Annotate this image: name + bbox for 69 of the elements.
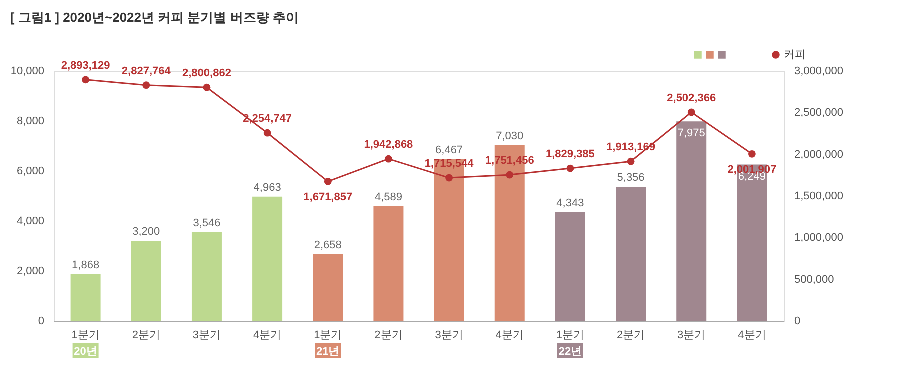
- y-tick-label: 4,000: [16, 216, 44, 228]
- bar: [313, 254, 344, 321]
- data-label: 6,467: [436, 144, 464, 156]
- y2-tick-label: 500,000: [794, 274, 834, 286]
- data-label: 2,658: [314, 240, 342, 252]
- y-tick-label: 2,000: [16, 266, 44, 278]
- text: 22년: [558, 346, 582, 358]
- data-label: 1,829,385: [546, 148, 595, 161]
- data-label: 2,800,862: [182, 68, 232, 80]
- y2-tick-label: 0: [794, 316, 801, 328]
- x-tick-label: 4분기: [496, 330, 524, 342]
- x-tick-label: 2분기: [374, 330, 403, 342]
- data-label: 1,868: [72, 259, 100, 272]
- x-tick-label: 4분기: [253, 330, 282, 342]
- point: [82, 76, 90, 84]
- point: [627, 158, 635, 166]
- data-label: 1,671,857: [304, 192, 353, 204]
- y2-tick-label: 1,000,000: [794, 232, 844, 244]
- legend-label: 커피: [784, 49, 806, 61]
- data-label: 7,030: [496, 130, 524, 142]
- y-tick-label: 6,000: [16, 166, 44, 178]
- y2-tick-label: 2,000,000: [794, 148, 844, 161]
- point: [203, 84, 211, 92]
- x-tick-label: 3분기: [678, 330, 706, 342]
- data-label: 3,546: [193, 217, 221, 230]
- data-label: 2,893,129: [61, 60, 110, 72]
- point: [324, 178, 332, 186]
- x-tick-label: 3분기: [435, 330, 464, 342]
- point: [506, 171, 514, 179]
- y-tick-label: 10,000: [10, 66, 44, 78]
- point: [688, 108, 696, 116]
- data-label: 3,200: [132, 226, 160, 238]
- y2-tick-label: 1,500,000: [794, 190, 844, 202]
- data-label: 2,827,764: [122, 65, 172, 78]
- data-label: 7,975: [678, 128, 706, 140]
- x-tick-label: 1분기: [72, 330, 100, 342]
- text: 21년: [316, 346, 340, 358]
- text: 20년: [74, 346, 98, 358]
- bar: [70, 274, 101, 321]
- data-label: 1,942,868: [364, 139, 414, 152]
- bar: [676, 122, 707, 321]
- y-tick-label: 0: [38, 316, 44, 328]
- data-label: 4,589: [374, 191, 402, 204]
- x-tick-label: 3분기: [192, 330, 222, 342]
- y2-tick-label: 3,000,000: [794, 66, 844, 78]
- point: [385, 155, 392, 163]
- data-label: 4,963: [254, 182, 282, 194]
- bar: [252, 196, 283, 321]
- x-tick-label: 4분기: [738, 330, 766, 342]
- bar: [131, 241, 162, 321]
- data-label: 4,343: [556, 197, 584, 210]
- chart-title: [ 그림1 ] 2020년~2022년 커피 분기별 버즈량 추이: [10, 10, 299, 25]
- y2-tick-label: 2,500,000: [794, 107, 844, 120]
- x-tick-label: 2분기: [616, 330, 646, 342]
- x-tick-label: 1분기: [556, 330, 585, 342]
- bar: [374, 206, 404, 321]
- data-label: 5,356: [617, 172, 645, 184]
- y-tick-label: 8,000: [16, 116, 44, 128]
- point: [566, 164, 574, 172]
- point: [142, 82, 150, 90]
- point: [446, 174, 453, 182]
- bar: [192, 232, 222, 321]
- x-tick-label: 2분기: [132, 330, 160, 342]
- data-label: 2,502,366: [667, 92, 716, 104]
- bar: [616, 187, 646, 321]
- x-tick-label: 1분기: [314, 330, 342, 342]
- point: [748, 150, 756, 158]
- bar: [555, 212, 586, 321]
- point: [264, 129, 272, 137]
